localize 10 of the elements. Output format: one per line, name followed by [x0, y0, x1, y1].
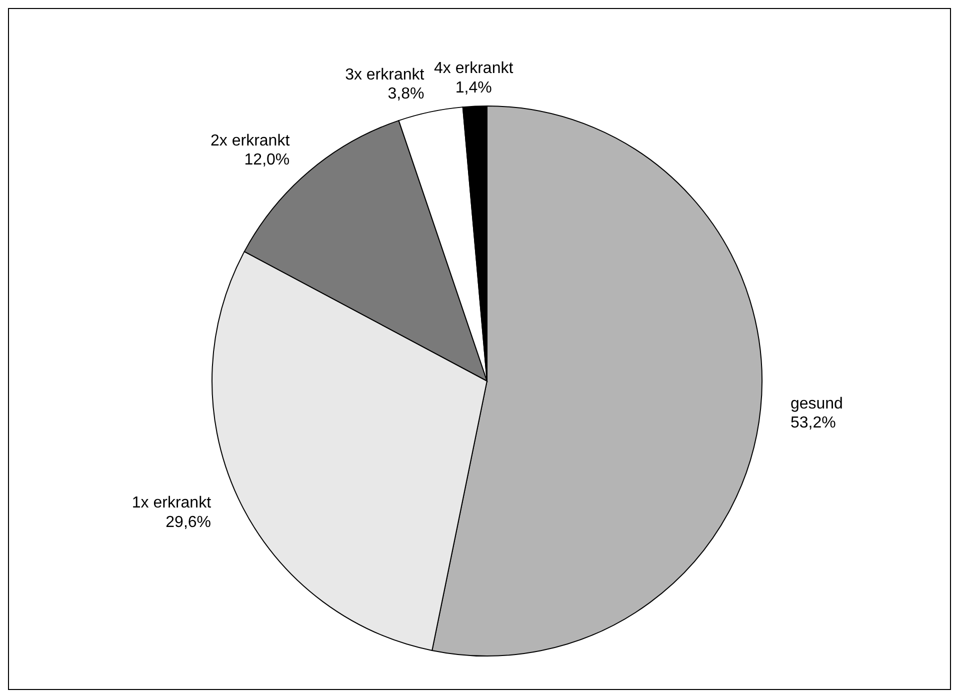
slice-label: 4x erkrankt [434, 60, 514, 78]
slice-label: 2x erkrankt [210, 132, 290, 150]
data-label: 53,2% [790, 414, 836, 432]
data-label: 1,4% [455, 79, 492, 96]
data-label: 29,6% [166, 514, 212, 531]
data-label: 3,8% [388, 86, 424, 103]
slice-label: gesund [790, 395, 843, 412]
data-label: 12,0% [244, 151, 290, 168]
slice-label: 3x erkrankt [345, 66, 425, 84]
slice-label: 1x erkrankt [132, 494, 212, 512]
